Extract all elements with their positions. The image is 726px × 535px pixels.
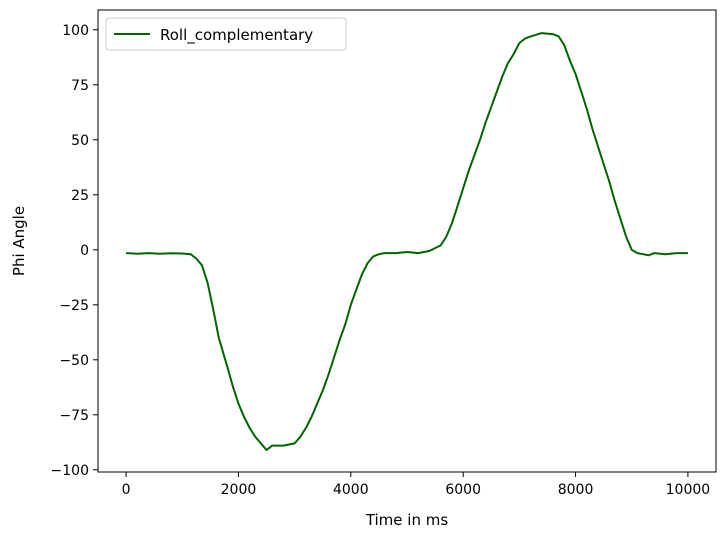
legend-box	[105, 17, 347, 51]
x-tick-label: 10000	[666, 482, 711, 498]
y-axis-ticks: −100 −75 −50 −25 0 25 50 75 100	[51, 23, 98, 479]
legend-label: Roll_complementary	[160, 26, 313, 45]
y-tick-label: −75	[59, 408, 89, 424]
series-line-roll-complementary	[126, 32, 688, 451]
y-tick-label: 75	[71, 78, 89, 94]
plot-frame	[97, 9, 717, 473]
x-axis-ticks: 0 2000 4000 6000 8000 10000	[122, 472, 711, 498]
y-axis-label: Phi Angle	[10, 206, 28, 276]
x-tick-label: 6000	[445, 482, 481, 498]
x-tick-label: 2000	[221, 482, 257, 498]
y-tick-label: 50	[71, 133, 89, 149]
x-tick-label: 0	[122, 482, 131, 498]
legend: Roll_complementary	[105, 17, 347, 51]
y-tick-label: −50	[59, 353, 89, 369]
plot-area	[126, 32, 688, 451]
y-tick-label: 0	[80, 243, 89, 259]
x-tick-label: 8000	[558, 482, 594, 498]
y-tick-label: −100	[51, 463, 89, 479]
x-axis-label: Time in ms	[365, 511, 449, 529]
y-tick-label: 25	[71, 188, 89, 204]
y-tick-label: −25	[59, 298, 89, 314]
x-tick-label: 4000	[333, 482, 369, 498]
y-tick-label: 100	[62, 23, 89, 39]
